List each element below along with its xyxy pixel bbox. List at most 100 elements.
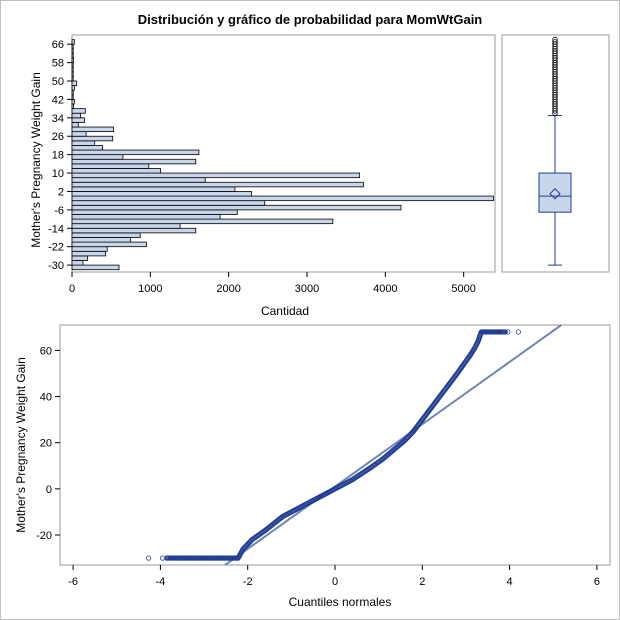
histogram-y-ticks: -30 -22 -14 -6 2 10 18 26 34 42 50 58 66 — [48, 39, 72, 272]
histogram-bar — [71, 76, 74, 82]
histogram-y-tick-label: 42 — [52, 94, 64, 106]
histogram-bar — [71, 246, 108, 252]
histogram-x-tick-label: 2000 — [216, 283, 240, 295]
qq-point-low-tail — [146, 555, 152, 561]
qq-reference-line — [224, 324, 562, 566]
boxplot-mean-marker — [549, 188, 561, 200]
histogram-bar — [71, 126, 114, 133]
histogram-bar — [71, 149, 200, 156]
qq-y-label: Mother's Pregnancy Weight Gain — [14, 357, 28, 533]
histogram-bar — [71, 48, 74, 54]
histogram-y-tick-label: 10 — [52, 168, 64, 180]
qq-x-tick-label: -4 — [156, 576, 166, 588]
histogram-x-tick-label: 0 — [69, 283, 75, 295]
histogram-bar — [71, 172, 360, 179]
histogram-y-tick-label: 58 — [52, 58, 64, 70]
histogram-bar — [71, 177, 206, 183]
boxplot-outlier — [552, 36, 558, 43]
histogram-bar — [71, 163, 150, 169]
boxplot-outlier — [552, 39, 558, 45]
histogram-bars — [71, 39, 494, 271]
histogram-bar — [71, 66, 74, 73]
histogram-bar — [71, 103, 74, 110]
histogram-x-tick-label: 5000 — [451, 283, 475, 295]
histogram-bar — [71, 209, 238, 215]
histogram-y-tick-label: -14 — [48, 223, 64, 235]
histogram-bar — [71, 200, 266, 206]
histogram-y-tick-label: 18 — [52, 150, 64, 162]
histogram-bar — [71, 112, 82, 119]
qq-x-tick-label: 0 — [332, 576, 338, 588]
histogram-y-label: Mother's Pregnancy Weight Gain — [29, 72, 43, 248]
histogram-bar — [71, 39, 75, 45]
boxplot-panel — [501, 34, 610, 273]
histogram-y-tick-label: 34 — [52, 113, 64, 125]
histogram-x-tick-label: 4000 — [373, 283, 397, 295]
histogram-bar — [71, 227, 197, 234]
histogram-y-tick-label: -6 — [54, 205, 64, 217]
chart-title: Distribución y gráfico de probabilidad p… — [138, 12, 483, 27]
histogram-x-tick-label: 1000 — [138, 283, 162, 295]
histogram-bar — [71, 255, 89, 261]
qq-x-ticks: -6 -4 -2 0 2 4 6 — [68, 565, 600, 588]
qq-y-tick-label: 0 — [46, 484, 52, 496]
histogram-bar — [71, 158, 197, 165]
qq-marks — [146, 324, 562, 566]
histogram-x-ticks: 0 1000 2000 3000 4000 5000 — [69, 272, 476, 295]
boxplot-box — [538, 172, 572, 213]
qq-x-tick-label: -6 — [68, 576, 78, 588]
histogram-bar — [71, 99, 75, 105]
histogram-bar — [71, 122, 79, 128]
histogram-bar — [71, 260, 84, 266]
histogram-panel: -30 -22 -14 -6 2 10 18 26 34 42 50 58 66 0 1000 2000 30… — [29, 34, 496, 318]
histogram-y-tick-label: 50 — [52, 76, 64, 88]
qq-x-tick-label: 6 — [594, 576, 600, 588]
histogram-bar — [71, 168, 161, 174]
histogram-bar — [71, 264, 120, 271]
histogram-bar — [71, 232, 141, 238]
qq-point-high-tail — [515, 329, 521, 335]
histogram-y-tick-label: 2 — [58, 186, 64, 198]
histogram-y-tick-label: -30 — [48, 260, 64, 272]
histogram-y-tick-label: 66 — [52, 39, 64, 51]
histogram-bar — [71, 89, 74, 96]
qq-x-tick-label: 4 — [507, 576, 513, 588]
histogram-bar — [71, 71, 74, 77]
histogram-bar — [71, 140, 96, 146]
histogram-bar — [71, 57, 74, 64]
histogram-y-tick-label: 26 — [52, 131, 64, 143]
histogram-bar — [71, 145, 103, 151]
boxplot-marks — [538, 36, 572, 266]
qq-point-high-tail — [502, 329, 508, 335]
histogram-bar — [71, 223, 181, 229]
histogram-bar — [71, 62, 74, 68]
histogram-bar — [71, 195, 494, 202]
histogram-bar — [71, 117, 85, 123]
histogram-bar — [71, 131, 87, 137]
qq-x-label: Cuantiles normales — [289, 595, 392, 609]
histogram-bar — [71, 85, 75, 91]
histogram-bar — [71, 108, 86, 114]
histogram-bar — [71, 214, 221, 220]
histogram-bar — [71, 43, 74, 50]
qq-point-high-tail — [505, 329, 511, 335]
qq-point-low-tail — [235, 555, 241, 561]
histogram-bar — [71, 186, 236, 192]
histogram-bar — [71, 241, 147, 248]
qq-y-tick-label: -20 — [36, 530, 52, 542]
qq-y-tick-label: 60 — [40, 345, 52, 357]
qq-y-tick-label: 40 — [40, 392, 52, 404]
histogram-bar — [71, 237, 132, 243]
histogram-x-tick-label: 3000 — [295, 283, 319, 295]
qq-frame — [59, 324, 611, 566]
histogram-bar — [71, 80, 78, 87]
histogram-bar — [71, 94, 74, 100]
qq-x-tick-label: -2 — [243, 576, 253, 588]
histogram-y-tick-label: -22 — [48, 242, 64, 254]
histogram-bar — [71, 250, 107, 257]
histogram-bar — [71, 154, 124, 160]
histogram-bar — [71, 191, 252, 197]
histogram-bar — [71, 204, 402, 211]
